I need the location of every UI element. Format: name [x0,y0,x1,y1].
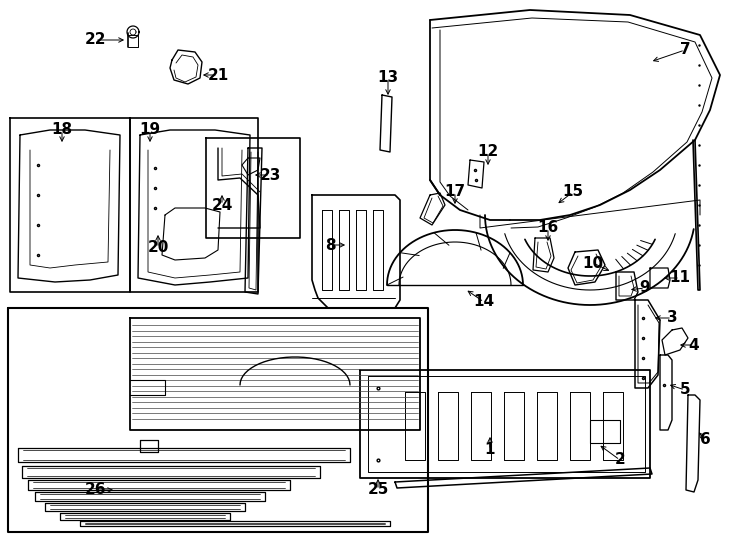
Text: 20: 20 [148,240,169,255]
Text: 9: 9 [640,280,650,295]
Text: 24: 24 [211,198,233,213]
Text: 18: 18 [51,123,73,138]
Text: 26: 26 [84,483,106,497]
Text: 25: 25 [367,483,389,497]
Text: 6: 6 [700,433,711,448]
Text: 19: 19 [139,123,161,138]
Text: 14: 14 [473,294,495,309]
Text: 23: 23 [259,167,280,183]
Text: 7: 7 [680,43,690,57]
Text: 11: 11 [669,271,691,286]
Text: 15: 15 [562,185,584,199]
Text: 8: 8 [324,238,335,253]
Text: 3: 3 [666,310,677,326]
Text: 10: 10 [583,255,603,271]
Text: 1: 1 [484,442,495,457]
Text: 22: 22 [84,32,106,48]
Text: 4: 4 [688,338,700,353]
Text: 17: 17 [445,185,465,199]
Text: 13: 13 [377,71,399,85]
Text: 12: 12 [477,145,498,159]
Text: 21: 21 [208,68,228,83]
Text: 16: 16 [537,220,559,235]
Text: 5: 5 [680,382,690,397]
Text: 2: 2 [614,453,625,468]
